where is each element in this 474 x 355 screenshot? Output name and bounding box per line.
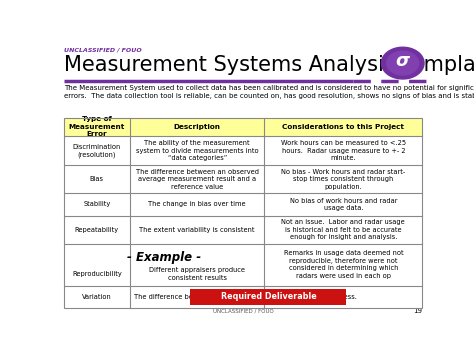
Bar [64, 193, 422, 216]
Text: 19: 19 [413, 308, 422, 314]
Bar [64, 216, 422, 244]
Text: Type of
Measurement
Error: Type of Measurement Error [69, 116, 125, 137]
Text: Discrimination
(resolution): Discrimination (resolution) [73, 144, 121, 158]
Text: Bias: Bias [90, 176, 104, 182]
Text: No bias - Work hours and radar start-
stop times consistent through
population.: No bias - Work hours and radar start- st… [281, 169, 405, 190]
Text: Required Deliverable: Required Deliverable [220, 293, 316, 301]
Text: UNCLASSIFIED / FOUO: UNCLASSIFIED / FOUO [64, 48, 141, 53]
Bar [64, 118, 422, 308]
Text: process.: process. [329, 294, 357, 300]
Bar [191, 289, 346, 305]
Text: Reproducibility: Reproducibility [72, 271, 122, 277]
Bar [64, 244, 422, 286]
Text: The extent variability is consistent: The extent variability is consistent [139, 227, 255, 233]
Text: Remarks in usage data deemed not
reproducible, therefore were not
considered in : Remarks in usage data deemed not reprodu… [283, 250, 403, 279]
Text: σ: σ [396, 52, 410, 70]
Text: Different appraisers produce
consistent results: Different appraisers produce consistent … [149, 267, 245, 281]
Text: The difference between an observed
average measurement result and a
reference va: The difference between an observed avera… [136, 169, 259, 190]
Text: Stability: Stability [83, 201, 110, 207]
Bar [64, 286, 422, 308]
Text: Considerations to this Project: Considerations to this Project [283, 124, 404, 130]
Text: UNCLASSIFIED / FOUO: UNCLASSIFIED / FOUO [212, 309, 273, 314]
Text: The Measurement System used to collect data has been calibrated and is considere: The Measurement System used to collect d… [64, 85, 474, 99]
Bar [64, 165, 422, 193]
Text: The difference between parts: The difference between parts [134, 294, 232, 300]
Polygon shape [382, 47, 424, 79]
Bar [64, 136, 422, 165]
Text: Work hours can be measured to <.25
hours.  Radar usage measure to +- 2
minute.: Work hours can be measured to <.25 hours… [281, 140, 406, 161]
Text: Variation: Variation [82, 294, 112, 300]
Text: The ability of the measurement
system to divide measurements into
“data categori: The ability of the measurement system to… [136, 140, 258, 161]
Text: - Example -: - Example - [127, 251, 201, 264]
Text: Measurement Systems Analysis Template: Measurement Systems Analysis Template [64, 55, 474, 75]
Bar [64, 118, 422, 136]
Text: Description: Description [173, 124, 221, 130]
Text: No bias of work hours and radar
usage data.: No bias of work hours and radar usage da… [290, 198, 397, 211]
Text: Not an issue.  Labor and radar usage
is historical and felt to be accurate
enoug: Not an issue. Labor and radar usage is h… [282, 219, 405, 240]
Polygon shape [387, 51, 419, 75]
Text: The change in bias over time: The change in bias over time [148, 201, 246, 207]
Text: Repeatability: Repeatability [75, 227, 119, 233]
